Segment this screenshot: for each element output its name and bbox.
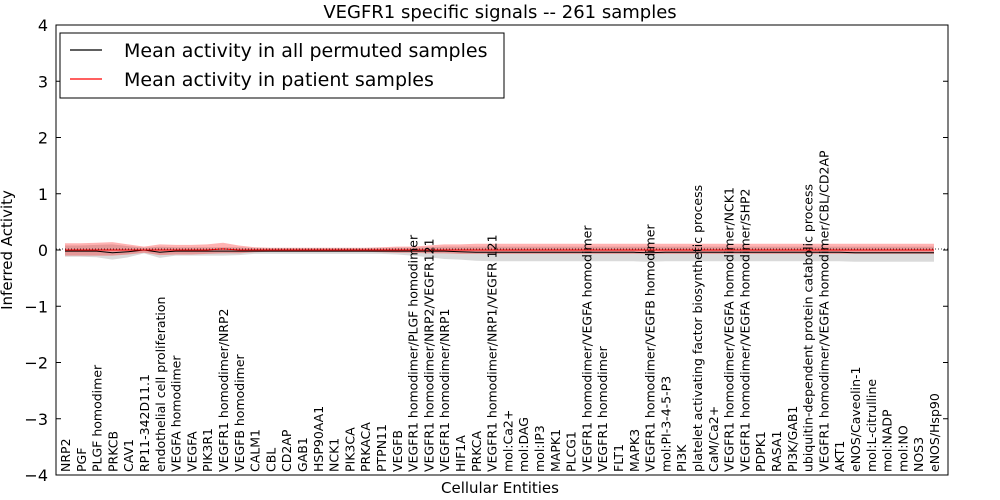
x-tick-label: mol:NO bbox=[895, 425, 910, 472]
x-tick-label: VEGFR1 homodimer/NRP2/VEGFR121 bbox=[421, 238, 436, 472]
x-tick-label: VEGFR1 homodimer/NRP1/VEGFR 121 bbox=[485, 234, 500, 472]
series-lines bbox=[65, 248, 934, 254]
x-tick-label: NCK1 bbox=[327, 438, 342, 472]
x-tick-label: mol:IP3 bbox=[532, 425, 547, 472]
x-tick-label: PGF bbox=[74, 448, 89, 472]
x-tick-label: VEGFR1 homodimer/PLGF homodimer bbox=[406, 234, 421, 472]
x-tick-label: PRKCB bbox=[105, 431, 120, 472]
x-tick-label: endothelial cell proliferation bbox=[153, 297, 168, 472]
x-tick-label: AKT1 bbox=[832, 441, 847, 472]
x-tick-label: PLGF homodimer bbox=[90, 364, 105, 472]
y-tick-label: 0 bbox=[38, 241, 48, 260]
x-tick-label: PLCG1 bbox=[564, 431, 579, 472]
x-tick-label: NRP2 bbox=[58, 438, 73, 472]
x-tick-label: VEGFB bbox=[390, 430, 405, 472]
x-tick-label: VEGFR1 homodimer/VEGFA homodimer/CBL/CD2… bbox=[816, 150, 831, 472]
x-tick-label: GAB1 bbox=[295, 437, 310, 472]
x-axis-label: Cellular Entities bbox=[441, 479, 559, 497]
legend: Mean activity in all permuted samples Me… bbox=[59, 32, 505, 99]
x-tick-label: CaM/Ca2+ bbox=[706, 406, 721, 472]
y-tick-label: −3 bbox=[24, 410, 48, 429]
y-tick-label: 3 bbox=[38, 72, 48, 91]
x-tick-label: HIF1A bbox=[453, 435, 468, 472]
x-tick-label: mol:NADP bbox=[880, 409, 895, 472]
x-tick-label: PRKCA bbox=[469, 431, 484, 472]
legend-label-permuted: Mean activity in all permuted samples bbox=[124, 40, 487, 62]
x-tick-label: VEGFR1 homodimer/VEGFA homodimer bbox=[579, 225, 594, 472]
x-tick-label: PIK3R1 bbox=[200, 428, 215, 472]
y-tick-label: 2 bbox=[38, 129, 48, 148]
x-tick-label: VEGFB homodimer bbox=[232, 353, 247, 472]
x-tick-label: RASA1 bbox=[769, 431, 784, 472]
x-tick-label: PTPN11 bbox=[374, 424, 389, 472]
x-tick-label: VEGFR1 homodimer/VEGFA homodimer/NCK1 bbox=[722, 187, 737, 472]
plot-frame bbox=[55, 24, 949, 476]
y-tick-label: −1 bbox=[24, 297, 48, 316]
x-tick-label: platelet activating factor biosynthetic … bbox=[690, 185, 705, 472]
x-tick-label: MAPK1 bbox=[548, 429, 563, 472]
y-tick-label: 4 bbox=[38, 16, 48, 35]
line-patient bbox=[65, 248, 934, 251]
x-tick-label: PRKACA bbox=[358, 422, 373, 472]
y-tick-label: −2 bbox=[24, 354, 48, 373]
x-tick-label: PI3K/GAB1 bbox=[785, 406, 800, 472]
y-axis-label: Inferred Activity bbox=[0, 190, 16, 310]
x-tick-label: eNOS/Caveolin-1 bbox=[848, 367, 863, 472]
x-tick-label: CBL bbox=[263, 448, 278, 472]
x-tick-label: HSP90AA1 bbox=[311, 406, 326, 472]
x-tick-label: mol:DAG bbox=[516, 417, 531, 472]
chart-title: VEGFR1 specific signals -- 261 samples bbox=[323, 2, 676, 23]
x-tick-label: NOS3 bbox=[911, 437, 926, 472]
x-tick-label: mol:L-citrulline bbox=[864, 379, 879, 472]
x-tick-label: RP11-342D11.1 bbox=[137, 374, 152, 472]
x-tick-label: PIK3CA bbox=[342, 427, 357, 472]
x-tick-labels: NRP2 PGF PLGF homodimer PRKCB CAV1 RP11-342D1… bbox=[58, 150, 942, 472]
x-tick-label: ubiquitin-dependent protein catabolic pr… bbox=[801, 184, 816, 472]
legend-box bbox=[59, 32, 505, 99]
x-tick-label: CALM1 bbox=[248, 429, 263, 472]
x-tick-label: PDPK1 bbox=[753, 431, 768, 472]
x-tick-label: CAV1 bbox=[121, 439, 136, 472]
x-tick-label: VEGFR1 homodimer/VEGFA homodimer/SHP2 bbox=[737, 188, 752, 472]
x-tick-label: PI3K bbox=[674, 444, 689, 472]
x-tick-label: eNOS/Hsp90 bbox=[927, 393, 942, 472]
y-tick-label: 1 bbox=[38, 185, 48, 204]
x-tick-label: mol:PI-3-4-5-P3 bbox=[658, 376, 673, 472]
line-permuted bbox=[65, 249, 934, 254]
x-tick-label: VEGFR1 homodimer/NRP1 bbox=[437, 309, 452, 472]
legend-label-patient: Mean activity in patient samples bbox=[124, 69, 434, 91]
y-axis: 4 3 2 1 0 −1 −2 −3 −4 bbox=[24, 16, 948, 485]
x-tick-label: FLT1 bbox=[611, 444, 626, 472]
x-tick-label: VEGFR1 homodimer/NRP2 bbox=[216, 309, 231, 472]
x-tick-label: VEGFA bbox=[184, 431, 199, 472]
x-tick-label: VEGFA homodimer bbox=[169, 355, 184, 472]
x-tick-label: mol:Ca2+ bbox=[500, 410, 515, 472]
x-tick-label: MAPK3 bbox=[627, 429, 642, 472]
y-tick-label: −4 bbox=[24, 466, 48, 485]
x-tick-label: CD2AP bbox=[279, 429, 294, 472]
x-tick-label: VEGFR1 homodimer/VEGFB homodimer bbox=[643, 224, 658, 472]
x-tick-label: VEGFR1 homodimer bbox=[595, 345, 610, 472]
